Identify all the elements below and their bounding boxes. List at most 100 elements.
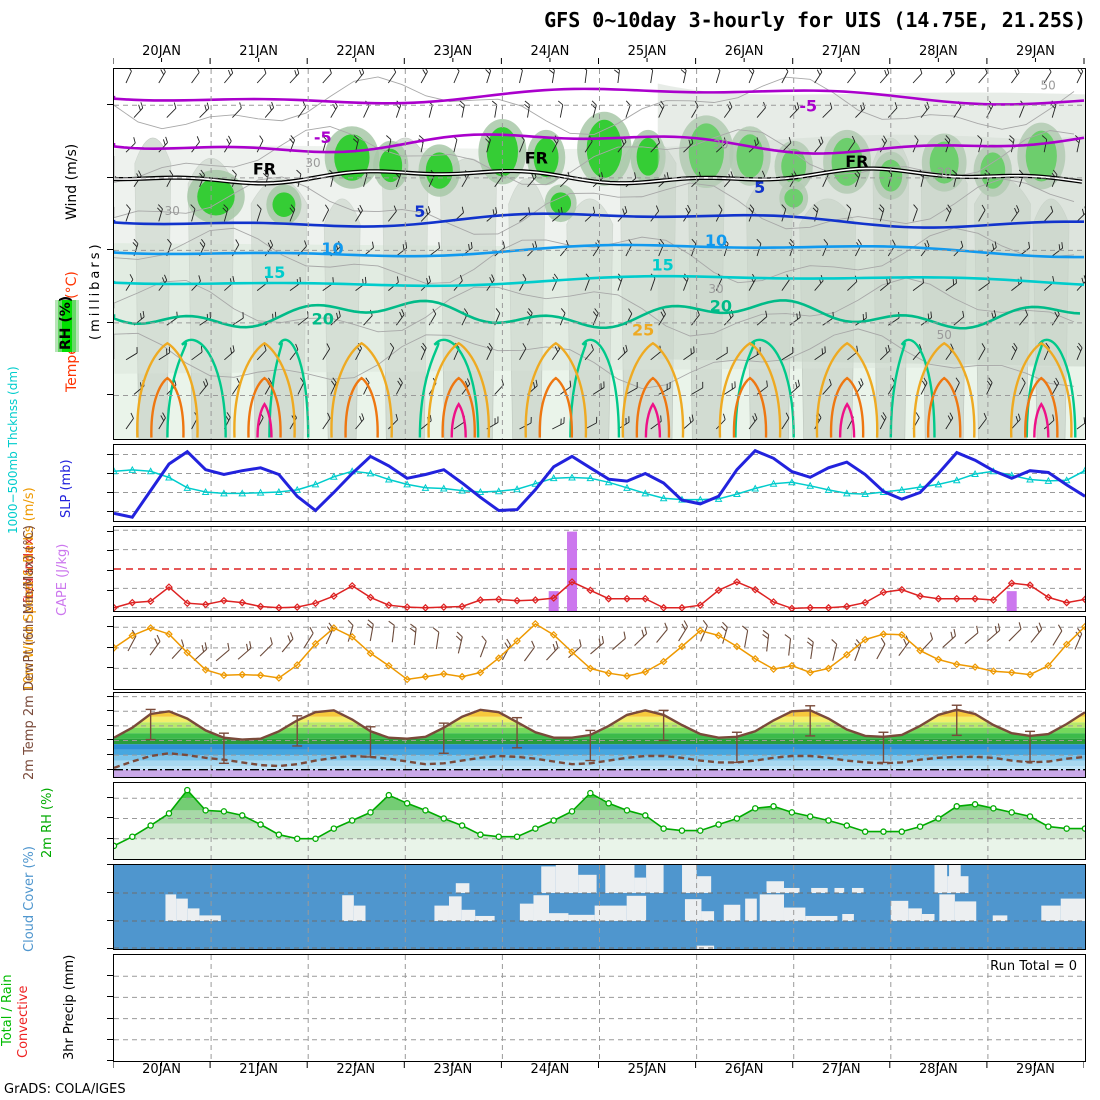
panel-upper-air[interactable]: -5 -5 FR FR FR 5 5 10 10 15 15 20 20 25 30 30 30 30 30 50 50 bbox=[113, 68, 1086, 440]
date-label-27jan: 27JAN bbox=[821, 1062, 861, 1077]
contour-label: 15 bbox=[263, 263, 285, 282]
label-precip-total: Total / Rain bbox=[0, 974, 15, 1046]
tick-mark bbox=[107, 948, 114, 949]
label-rh-upper: RH (%) bbox=[58, 295, 74, 350]
panel-slp-thickness[interactable] bbox=[113, 444, 1086, 522]
tick-mark bbox=[107, 724, 114, 726]
contour-label: 5 bbox=[754, 178, 765, 197]
date-label-20jan: 20JAN bbox=[142, 44, 181, 59]
date-label-29jan: 29JAN bbox=[1016, 1062, 1055, 1077]
tick-mark bbox=[107, 892, 114, 893]
contour-label: 30 bbox=[708, 282, 723, 296]
bottom-date-axis: 20JAN 21JAN 22JAN 23JAN 24JAN 25JAN 26JAN 27JAN… bbox=[113, 1062, 1086, 1082]
bottom-tick-row bbox=[113, 1062, 1084, 1070]
tick-mark bbox=[107, 667, 114, 669]
tick-mark bbox=[107, 1017, 114, 1019]
panel-wind10m[interactable] bbox=[113, 616, 1086, 690]
tick-mark bbox=[107, 996, 114, 998]
contour-label: 10 bbox=[321, 239, 343, 258]
date-label-25jan: 25JAN bbox=[627, 1062, 667, 1077]
contour-label: 20 bbox=[710, 296, 732, 315]
label-slp: SLP (mb) bbox=[59, 459, 74, 518]
tick-mark bbox=[107, 321, 114, 323]
tick-mark bbox=[107, 739, 114, 741]
tick-mark bbox=[107, 176, 114, 178]
panel-li-cape[interactable] bbox=[113, 526, 1086, 612]
label-cape: CAPE (J/kg) bbox=[55, 543, 70, 616]
grads-credit: GrADS: COLA/IGES bbox=[4, 1082, 126, 1097]
tick-mark bbox=[107, 394, 114, 396]
tick-mark bbox=[107, 768, 114, 770]
contour-label: -5 bbox=[799, 97, 817, 116]
tick-mark bbox=[107, 920, 114, 921]
panel-precip[interactable]: Run Total = 0 bbox=[113, 954, 1086, 1062]
label-thickness: 1000−500mb Thcknss (dm) bbox=[6, 366, 20, 534]
contour-label: 30 bbox=[165, 204, 180, 218]
contour-label: FR bbox=[253, 159, 276, 178]
date-label-27jan: 27JAN bbox=[821, 44, 861, 59]
run-total-annotation: Run Total = 0 bbox=[990, 959, 1077, 974]
contour-label: 30 bbox=[305, 156, 320, 170]
contour-label: 20 bbox=[312, 309, 334, 328]
label-rh-upper-swatch bbox=[55, 300, 79, 352]
date-label-29jan: 29JAN bbox=[1016, 44, 1055, 59]
tick-mark bbox=[107, 695, 114, 697]
date-label-24jan: 24JAN bbox=[530, 1062, 570, 1077]
tick-mark bbox=[107, 975, 114, 977]
label-wind-upper: Wind (m/s) bbox=[64, 143, 80, 220]
date-label-26jan: 26JAN bbox=[724, 44, 764, 59]
panel-temp2m[interactable] bbox=[113, 692, 1086, 778]
panel-rh2m[interactable] bbox=[113, 782, 1086, 860]
date-label-21jan: 21JAN bbox=[239, 44, 279, 59]
tick-mark bbox=[107, 710, 114, 712]
tick-mark bbox=[107, 797, 114, 799]
tick-mark bbox=[107, 864, 114, 865]
tick-mark bbox=[107, 530, 114, 532]
date-label-21jan: 21JAN bbox=[239, 1062, 279, 1077]
tick-mark bbox=[107, 1038, 114, 1040]
contour-label: 10 bbox=[705, 231, 727, 250]
tick-mark bbox=[107, 491, 114, 493]
date-label-23jan: 23JAN bbox=[433, 44, 473, 59]
tick-mark bbox=[107, 646, 114, 648]
tick-mark bbox=[107, 754, 114, 756]
contour-label: 5 bbox=[414, 202, 425, 221]
date-label-24jan: 24JAN bbox=[530, 44, 570, 59]
tick-mark bbox=[107, 550, 114, 552]
date-label-20jan: 20JAN bbox=[142, 1062, 181, 1077]
contour-label: 15 bbox=[651, 256, 673, 275]
tick-mark bbox=[107, 249, 114, 251]
label-temp2m: 2m Temp 2m DewPt (6hr Min/Max) (°C) bbox=[22, 525, 37, 780]
tick-mark bbox=[107, 104, 114, 106]
contour-label: 25 bbox=[632, 320, 654, 339]
contour-label: FR bbox=[845, 152, 868, 171]
date-label-28jan: 28JAN bbox=[918, 1062, 958, 1077]
tick-mark bbox=[107, 453, 114, 455]
date-label-22jan: 22JAN bbox=[336, 44, 376, 59]
label-rh2m: 2m RH (%) bbox=[40, 787, 55, 858]
date-label-23jan: 23JAN bbox=[433, 1062, 473, 1077]
date-label-28jan: 28JAN bbox=[918, 44, 958, 59]
contour-label: 50 bbox=[1040, 78, 1055, 92]
contour-label: 50 bbox=[937, 328, 952, 342]
label-precip-axis: 3hr Precip (mm) bbox=[62, 954, 77, 1060]
panel-cloud-cover[interactable] bbox=[113, 864, 1086, 950]
page-title: GFS 0~10day 3-hourly for UIS (14.75E, 21… bbox=[544, 8, 1086, 32]
contour-label: 30 bbox=[713, 138, 728, 152]
tick-mark bbox=[107, 817, 114, 819]
label-millibars: (millibars) bbox=[88, 241, 103, 340]
tick-mark bbox=[107, 1060, 114, 1061]
contour-label: 30 bbox=[937, 165, 952, 179]
tick-mark bbox=[107, 510, 114, 512]
tick-mark bbox=[107, 570, 114, 572]
top-date-axis: 20JAN 21JAN 22JAN 23JAN 24JAN 25JAN 26JAN 27JAN… bbox=[113, 44, 1086, 64]
tick-mark bbox=[107, 590, 114, 592]
tick-mark bbox=[107, 837, 114, 839]
date-label-22jan: 22JAN bbox=[336, 1062, 376, 1077]
tick-mark bbox=[107, 626, 114, 628]
date-label-26jan: 26JAN bbox=[724, 1062, 764, 1077]
tick-mark bbox=[107, 472, 114, 474]
label-precip-convective: Convective bbox=[16, 985, 31, 1058]
label-cloud-cover: Cloud Cover (%) bbox=[22, 846, 37, 952]
contour-label: FR bbox=[525, 148, 548, 167]
